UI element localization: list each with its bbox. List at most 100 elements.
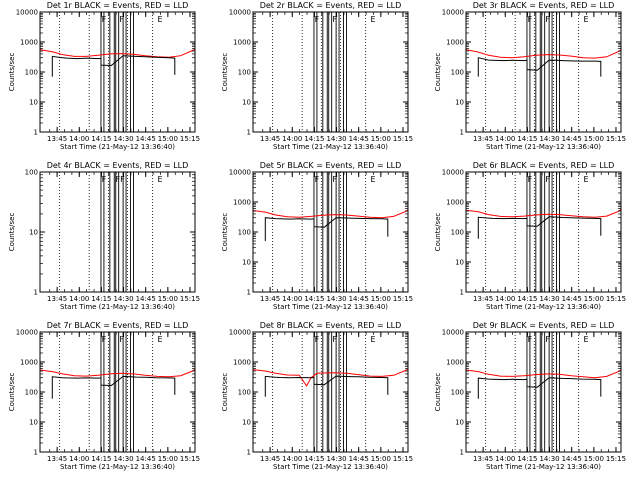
plot-area (253, 172, 408, 292)
x-axis-label: Start Time (21-May-12 13:36:40) (486, 143, 601, 151)
x-tick-label: 13:45 (47, 135, 67, 143)
plot-area (59, 172, 154, 292)
plot-frame (252, 11, 409, 133)
y-tick-label: 1000 (233, 39, 251, 47)
panel-title: Det 9r BLACK = Events, RED = LLD (473, 321, 615, 330)
flag-marker: F (332, 175, 337, 184)
y-tick-label: 1 (460, 129, 464, 137)
lld-series-line (253, 209, 408, 219)
flag-marker: F (315, 15, 320, 24)
x-tick-label: 13:45 (47, 455, 67, 463)
x-tick-label: 14:30 (539, 135, 559, 143)
x-tick-label: 15:00 (584, 455, 604, 463)
y-tick-label: 100 (451, 69, 464, 77)
panel-title: Det 6r BLACK = Events, RED = LLD (473, 161, 615, 170)
y-tick-label: 100 (451, 389, 464, 397)
flag-marker: F (102, 175, 107, 184)
lld-series-line (466, 208, 621, 218)
x-tick-label: 15:00 (371, 135, 391, 143)
x-tick-label: 15:15 (393, 295, 413, 303)
x-tick-label: 14:00 (69, 135, 89, 143)
y-tick-label: 100 (238, 389, 251, 397)
lld-series-line (40, 368, 195, 378)
y-tick-label: 1000 (233, 359, 251, 367)
y-axis-label: Counts/sec (434, 213, 442, 252)
y-tick-label: 10 (455, 99, 464, 107)
x-tick-label: 14:00 (282, 295, 302, 303)
x-tick-label: 14:45 (136, 295, 156, 303)
flag-marker: E (583, 175, 588, 184)
y-tick-label: 10000 (229, 169, 251, 177)
flag-marker: F (528, 335, 533, 344)
events-series-line (264, 375, 389, 397)
x-tick-label: 14:30 (326, 295, 346, 303)
y-tick-label: 100 (25, 69, 38, 77)
x-tick-label: 14:30 (326, 135, 346, 143)
x-tick-label: 13:45 (473, 455, 493, 463)
x-axis-label: Start Time (21-May-12 13:36:40) (60, 463, 175, 471)
x-tick-label: 15:00 (158, 135, 178, 143)
x-tick-label: 13:45 (260, 455, 280, 463)
y-tick-label: 1 (247, 129, 251, 137)
plot-area (466, 332, 621, 452)
y-axis-label: Counts/sec (434, 373, 442, 412)
panel-title: Det 8r BLACK = Events, RED = LLD (260, 321, 402, 330)
events-series-line (477, 57, 602, 77)
y-axis-label: Counts/sec (8, 373, 16, 412)
y-tick-label: 1000 (233, 199, 251, 207)
y-tick-label: 1 (34, 289, 38, 297)
panel-det-9r: Det 9r BLACK = Events, RED = LLD F F E 10000… (434, 321, 626, 471)
x-tick-label: 15:15 (180, 295, 200, 303)
x-axis-label: Start Time (21-May-12 13:36:40) (486, 463, 601, 471)
x-tick-label: 13:45 (473, 135, 493, 143)
y-tick-label: 10000 (442, 169, 464, 177)
plot-frame (465, 11, 622, 133)
y-tick-label: 1000 (446, 39, 464, 47)
x-tick-label: 14:30 (113, 455, 133, 463)
x-axis-label: Start Time (21-May-12 13:36:40) (60, 143, 175, 151)
x-tick-label: 14:15 (517, 455, 537, 463)
y-tick-label: 1 (460, 449, 464, 457)
y-tick-label: 10 (455, 419, 464, 427)
flag-marker: F (102, 335, 107, 344)
y-axis-label: Counts/sec (8, 213, 16, 252)
x-tick-label: 14:00 (495, 455, 515, 463)
y-tick-label: 1 (247, 289, 251, 297)
panel-title: Det 3r BLACK = Events, RED = LLD (473, 1, 615, 10)
x-tick-label: 15:00 (158, 295, 178, 303)
x-tick-label: 14:15 (91, 455, 111, 463)
y-axis-label: Counts/sec (8, 53, 16, 92)
flag-marker: F (545, 335, 550, 344)
y-axis-label: Counts/sec (221, 373, 229, 412)
x-tick-label: 14:15 (91, 295, 111, 303)
x-tick-label: 14:15 (304, 135, 324, 143)
x-tick-label: 13:45 (260, 135, 280, 143)
y-tick-label: 10000 (16, 9, 38, 17)
x-tick-label: 14:15 (517, 135, 537, 143)
flag-marker: E (370, 175, 375, 184)
flag-marker: E (583, 15, 588, 24)
x-tick-label: 14:00 (495, 295, 515, 303)
x-tick-label: 14:00 (495, 135, 515, 143)
y-tick-label: 100 (25, 169, 38, 177)
plot-frame (465, 171, 622, 293)
y-tick-label: 1000 (20, 359, 38, 367)
lld-series-line (466, 49, 621, 59)
x-axis-label: Start Time (21-May-12 13:36:40) (273, 303, 388, 311)
x-axis-label: Start Time (21-May-12 13:36:40) (273, 463, 388, 471)
x-tick-label: 15:00 (371, 295, 391, 303)
flag-marker: F (528, 175, 533, 184)
panel-title: Det 5r BLACK = Events, RED = LLD (260, 161, 402, 170)
y-tick-label: 10 (242, 259, 251, 267)
flag-marker: FF (116, 175, 126, 184)
panel-det-7r: Det 7r BLACK = Events, RED = LLD F F E 10000… (8, 321, 200, 471)
flag-marker: F (315, 335, 320, 344)
x-axis-label: Start Time (21-May-12 13:36:40) (273, 143, 388, 151)
panel-det-6r: Det 6r BLACK = Events, RED = LLD F F E 10000… (434, 161, 626, 311)
x-tick-label: 14:30 (113, 295, 133, 303)
panel-det-2r: Det 2r BLACK = Events, RED = LLD F F E 10000… (221, 1, 413, 151)
panel-title: Det 7r BLACK = Events, RED = LLD (47, 321, 189, 330)
panel-title: Det 2r BLACK = Events, RED = LLD (260, 1, 402, 10)
x-tick-label: 14:15 (517, 295, 537, 303)
